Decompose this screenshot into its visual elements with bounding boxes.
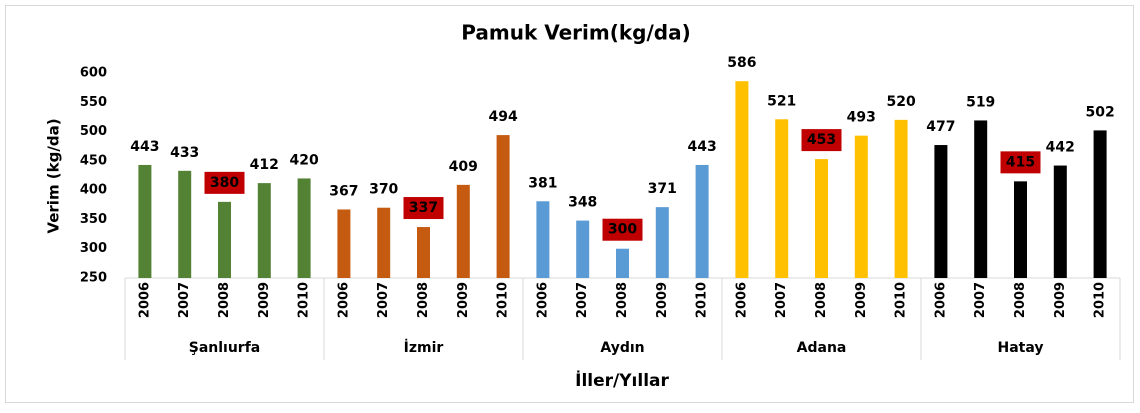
y-tick-label: 550 bbox=[80, 95, 107, 110]
bar bbox=[695, 164, 709, 278]
x-tick-label: 2010 bbox=[894, 282, 909, 318]
x-tick-label: 2008 bbox=[615, 282, 630, 318]
x-tick-label: 2007 bbox=[973, 282, 988, 318]
bar bbox=[616, 248, 629, 278]
x-tick-label: 2007 bbox=[376, 282, 391, 318]
value-label: 519 bbox=[966, 94, 995, 110]
x-tick-label: 2007 bbox=[575, 282, 590, 318]
value-label-box bbox=[403, 197, 444, 220]
group-label: İzmir bbox=[404, 339, 444, 356]
y-tick-label: 400 bbox=[80, 183, 107, 198]
x-tick-label: 2010 bbox=[297, 282, 312, 318]
x-tick-label: 2007 bbox=[774, 282, 789, 318]
value-label: 381 bbox=[528, 175, 557, 191]
x-tick-label: 2008 bbox=[814, 282, 829, 318]
value-label-box bbox=[1000, 151, 1041, 174]
y-tick-label: 350 bbox=[80, 212, 107, 227]
value-label: 409 bbox=[449, 159, 478, 175]
y-axis-label: Verim (kg/da) bbox=[45, 118, 63, 233]
chart-title: Pamuk Verim(kg/da) bbox=[461, 21, 690, 45]
value-label: 520 bbox=[886, 94, 915, 110]
x-tick-label: 2008 bbox=[1013, 282, 1028, 318]
value-label: 348 bbox=[568, 195, 597, 211]
x-tick-label: 2006 bbox=[336, 282, 351, 318]
x-tick-label: 2008 bbox=[416, 282, 431, 318]
value-label-box bbox=[204, 171, 245, 194]
value-label: 380 bbox=[210, 175, 239, 191]
x-tick-label: 2010 bbox=[695, 282, 710, 318]
y-tick-label: 500 bbox=[80, 124, 107, 139]
value-label: 442 bbox=[1046, 140, 1075, 156]
bar bbox=[655, 207, 669, 278]
x-tick-label: 2008 bbox=[217, 282, 232, 318]
value-label: 367 bbox=[329, 183, 358, 199]
x-tick-label: 2010 bbox=[1093, 282, 1108, 318]
bar bbox=[1053, 165, 1067, 278]
value-label: 443 bbox=[130, 139, 159, 155]
x-axis-label: İller/Yıllar bbox=[575, 369, 669, 391]
value-label: 443 bbox=[687, 139, 716, 155]
value-label: 493 bbox=[847, 110, 876, 126]
x-tick-label: 2009 bbox=[1053, 282, 1068, 318]
group-label: Adana bbox=[797, 340, 847, 356]
bar bbox=[1014, 181, 1027, 278]
y-tick-label: 600 bbox=[80, 66, 107, 81]
value-label-box bbox=[602, 218, 643, 241]
bar bbox=[218, 201, 231, 278]
x-tick-label: 2009 bbox=[655, 282, 670, 318]
bar bbox=[735, 81, 749, 278]
bar bbox=[297, 178, 311, 278]
value-label: 370 bbox=[369, 182, 398, 198]
bar bbox=[257, 183, 271, 278]
value-label: 415 bbox=[1006, 154, 1035, 170]
value-label: 433 bbox=[170, 145, 199, 161]
bar bbox=[138, 164, 152, 278]
y-tick-label: 450 bbox=[80, 153, 107, 168]
value-label: 412 bbox=[250, 157, 279, 173]
x-tick-label: 2006 bbox=[734, 282, 749, 318]
value-label-box bbox=[801, 129, 842, 152]
group-label: Şanlıurfa bbox=[189, 340, 261, 356]
x-tick-label: 2009 bbox=[456, 282, 471, 318]
x-tick-label: 2006 bbox=[137, 282, 152, 318]
bar bbox=[337, 209, 351, 278]
bar bbox=[377, 207, 391, 278]
x-tick-label: 2009 bbox=[257, 282, 272, 318]
value-label: 337 bbox=[409, 200, 438, 216]
group-label: Hatay bbox=[998, 340, 1044, 356]
value-label: 371 bbox=[648, 181, 677, 197]
x-tick-label: 2006 bbox=[535, 282, 550, 318]
bar bbox=[496, 135, 510, 278]
value-label: 494 bbox=[488, 109, 517, 125]
value-label: 420 bbox=[289, 152, 318, 168]
bar bbox=[854, 135, 868, 278]
value-label: 300 bbox=[608, 222, 637, 238]
x-tick-label: 2006 bbox=[933, 282, 948, 318]
group-label: Aydın bbox=[600, 340, 644, 356]
bar bbox=[178, 170, 192, 278]
x-tick-label: 2010 bbox=[496, 282, 511, 318]
value-label: 453 bbox=[807, 132, 836, 148]
bar bbox=[1093, 130, 1107, 278]
bar bbox=[417, 227, 430, 278]
bar bbox=[934, 145, 948, 278]
value-label: 502 bbox=[1085, 104, 1114, 120]
value-label: 521 bbox=[767, 93, 796, 109]
value-label: 477 bbox=[926, 119, 955, 135]
bar bbox=[775, 119, 789, 279]
x-tick-label: 2009 bbox=[854, 282, 869, 318]
y-tick-label: 300 bbox=[80, 241, 107, 256]
bar bbox=[576, 220, 590, 278]
y-tick-label: 250 bbox=[80, 271, 107, 286]
value-label: 586 bbox=[727, 55, 756, 71]
bar bbox=[456, 184, 470, 278]
bar bbox=[974, 120, 988, 278]
x-tick-label: 2007 bbox=[177, 282, 192, 318]
bar bbox=[894, 119, 908, 278]
bar bbox=[815, 159, 828, 278]
bar bbox=[536, 201, 550, 278]
